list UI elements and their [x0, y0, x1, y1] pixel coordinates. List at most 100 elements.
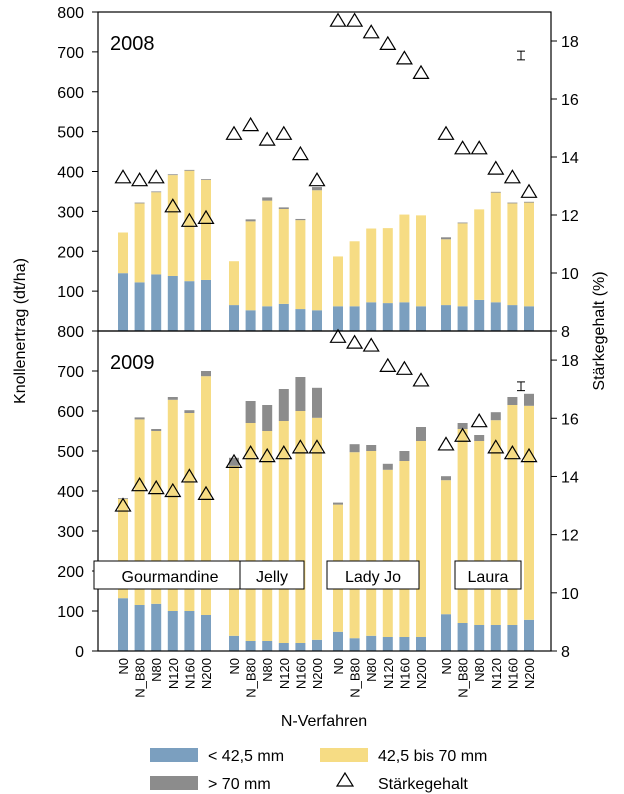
legend-label-starch: Stärkegehalt	[378, 776, 468, 793]
bar-2009-jelly-n200-medium	[312, 417, 322, 640]
bar-2009-lady-jo-n80-medium	[366, 451, 377, 636]
starch-marker-2009-laura-n0	[437, 436, 455, 451]
bar-2008-gourmandine-n120-medium	[167, 175, 178, 276]
x-tick-label-gourmandine-n80: N80	[149, 658, 164, 682]
legend-swatch-small	[150, 748, 198, 762]
bar-2008-jelly-n_b80-small	[245, 310, 256, 331]
starch-marker-2008-jelly-n80	[258, 131, 276, 146]
y-tick-label-2008-700: 700	[57, 45, 84, 62]
bar-2008-gourmandine-n160-large	[184, 169, 195, 171]
starch-marker-2009-gourmandine-n80	[147, 479, 165, 495]
bar-2008-gourmandine-n0-small	[118, 273, 128, 331]
bar-2008-gourmandine-n200-large	[201, 179, 211, 180]
starch-marker-2008-gourmandine-n120	[164, 198, 182, 213]
bar-2009-jelly-n160-medium	[295, 411, 306, 643]
starch-marker-2009-laura-n200	[520, 447, 538, 463]
starch-marker-2008-laura-n120	[487, 160, 505, 175]
y-tick-label-2008-500: 500	[57, 125, 84, 142]
bar-2008-laura-n200-small	[524, 306, 534, 331]
x-tick-label-gourmandine-n_b80: N_B80	[133, 658, 148, 698]
y2-tick-label-2008-10: 10	[561, 266, 579, 283]
y-tick-label-2009-700: 700	[57, 364, 84, 381]
bar-2009-jelly-n80-large	[262, 405, 273, 431]
bar-2008-gourmandine-n80-medium	[151, 192, 162, 275]
bar-2009-laura-n0-medium	[441, 480, 451, 615]
x-tick-label-laura-n200: N200	[522, 658, 537, 689]
starch-marker-2009-lady-jo-n160	[395, 360, 413, 375]
starch-marker-2008-laura-n200	[520, 183, 538, 198]
x-tick-label-gourmandine-n0: N0	[116, 658, 131, 675]
bar-2008-gourmandine-n_b80-medium	[134, 203, 145, 283]
variety-label-laura: Laura	[468, 569, 509, 586]
x-tick-label-laura-n160: N160	[505, 658, 520, 689]
starch-marker-2009-gourmandine-n120	[164, 482, 182, 498]
x-tick-label-laura-n0: N0	[439, 658, 454, 675]
starch-marker-2008-gourmandine-n0	[114, 169, 132, 184]
bar-2008-jelly-n_b80-medium	[245, 221, 256, 311]
bar-2008-gourmandine-n120-large	[167, 174, 178, 176]
starch-marker-2008-lady-jo-n_b80	[346, 12, 364, 27]
starch-marker-2009-lady-jo-n200	[412, 372, 430, 387]
x-tick-label-laura-n120: N120	[489, 658, 504, 689]
bar-2008-laura-n80-medium	[474, 209, 485, 300]
x-tick-label-jelly-n80: N80	[260, 658, 275, 682]
bar-2009-gourmandine-n160-small	[184, 611, 195, 651]
bar-2009-gourmandine-n80-medium	[151, 431, 162, 604]
y2-tick-label-2008-16: 16	[561, 92, 579, 109]
legend-label-large: > 70 mm	[208, 776, 271, 793]
bar-2008-laura-n_b80-small	[457, 306, 468, 331]
y-tick-label-2008-600: 600	[57, 85, 84, 102]
bar-2009-gourmandine-n_b80-medium	[134, 419, 145, 605]
starch-marker-2009-gourmandine-n160	[180, 468, 198, 483]
starch-marker-2008-lady-jo-n120	[379, 35, 397, 50]
starch-marker-2008-laura-n0	[437, 125, 455, 140]
bar-2009-lady-jo-n200-medium	[416, 441, 426, 637]
bar-2009-laura-n0-large	[441, 476, 451, 481]
y2-axis-title: Stärkegehalt (%)	[591, 271, 608, 390]
bar-2009-laura-n160-large	[507, 397, 518, 405]
y2-tick-label-2009-8: 8	[561, 644, 570, 661]
bar-2008-lady-jo-n120-small	[382, 303, 393, 331]
bar-2009-lady-jo-n_b80-small	[349, 638, 360, 651]
bar-2009-lady-jo-n0-small	[333, 631, 343, 651]
starch-marker-2009-lady-jo-n0	[329, 328, 347, 343]
bar-2009-lady-jo-n120-large	[382, 463, 393, 470]
bar-2008-laura-n160-medium	[507, 203, 518, 306]
bar-2008-laura-n0-small	[441, 305, 451, 331]
y2-tick-label-2008-8: 8	[561, 324, 570, 341]
starch-marker-2009-gourmandine-n0	[114, 497, 132, 512]
variety-label-gourmandine: Gourmandine	[122, 569, 219, 586]
bar-2009-laura-n_b80-large	[457, 423, 468, 429]
y-axis-title: Knollenertrag (dt/ha)	[12, 258, 29, 404]
starch-marker-2009-gourmandine-n200	[197, 485, 215, 501]
bar-2009-laura-n200-small	[524, 619, 534, 651]
y-tick-label-2008-100: 100	[57, 284, 84, 301]
x-tick-label-lady-jo-n80: N80	[364, 658, 379, 682]
bar-2009-gourmandine-n_b80-small	[134, 605, 145, 651]
bar-2008-jelly-n160-medium	[295, 220, 306, 310]
bar-2009-lady-jo-n80-large	[366, 445, 377, 451]
starch-marker-2009-laura-n120	[487, 439, 505, 454]
starch-marker-2008-laura-n_b80	[454, 140, 472, 155]
legend-swatch-large	[150, 776, 198, 790]
starch-marker-2008-lady-jo-n200	[412, 64, 430, 79]
bar-2009-gourmandine-n120-small	[167, 611, 178, 651]
bar-2009-jelly-n200-small	[312, 639, 322, 651]
starch-marker-2008-laura-n160	[503, 169, 521, 184]
bar-2008-laura-n120-small	[490, 302, 501, 331]
bar-2009-jelly-n200-large	[312, 387, 322, 418]
bar-2008-jelly-n_b80-large	[245, 219, 256, 222]
bar-2008-laura-n80-small	[474, 299, 485, 331]
bar-2009-lady-jo-n0-large	[333, 502, 343, 505]
bar-2009-laura-n80-large	[474, 435, 485, 441]
starch-marker-2009-laura-n80	[470, 413, 488, 428]
bar-2009-jelly-n80-small	[262, 641, 273, 651]
x-tick-label-gourmandine-n160: N160	[182, 658, 197, 689]
bar-2009-gourmandine-n120-large	[167, 397, 178, 400]
panel-frame-2009	[97, 330, 552, 652]
y-tick-label-2008-200: 200	[57, 244, 84, 261]
bar-2009-gourmandine-n160-medium	[184, 413, 195, 611]
starch-marker-2008-jelly-n120	[275, 125, 293, 140]
y2-tick-label-2009-10: 10	[561, 586, 579, 603]
bar-2008-gourmandine-n_b80-small	[134, 282, 145, 331]
